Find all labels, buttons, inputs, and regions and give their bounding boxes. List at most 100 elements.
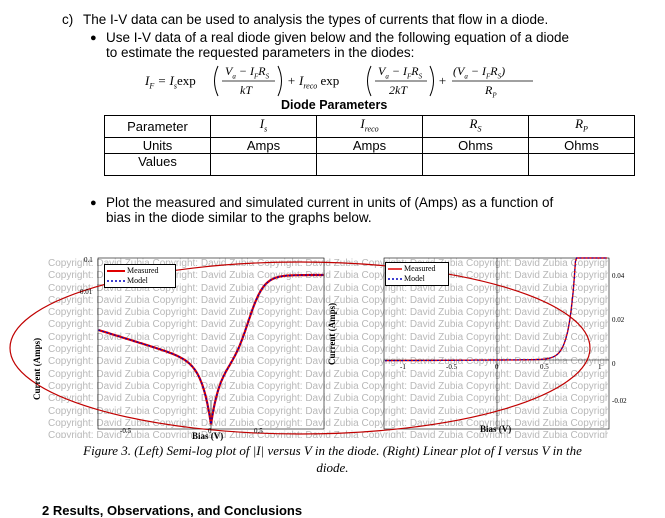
- eq-frac1-va-sub: a: [232, 72, 236, 81]
- watermark-text: Copyright: David Zubia Copyright: David …: [48, 344, 608, 356]
- figure-area: Copyright: David Zubia Copyright: David …: [0, 240, 665, 440]
- eq-frac1-den: kT: [240, 83, 252, 97]
- eq-plus1: + I: [287, 73, 304, 88]
- right-xtick: 0.5: [540, 363, 549, 371]
- table-row: Units Amps Amps Ohms Ohms: [104, 136, 635, 154]
- eq-exp1: exp: [176, 73, 196, 88]
- bullet-icon: ●: [90, 32, 97, 44]
- bullet1-line1: Use I-V data of a real diode given below…: [106, 30, 570, 45]
- eq-frac2-rs-sub: S: [418, 72, 423, 81]
- eq-frac3-va: V: [457, 64, 465, 78]
- legend-measured: Measured: [107, 266, 173, 276]
- annotation-ellipse: [9, 261, 591, 435]
- watermark-text: Copyright: David Zubia Copyright: David …: [48, 307, 608, 319]
- value-cell[interactable]: [210, 152, 317, 176]
- eq-exp2: exp: [320, 73, 340, 88]
- param-is-letter: I: [259, 116, 265, 131]
- eq-frac1-minus: − I: [235, 64, 254, 78]
- eq-frac2-rs: R: [411, 64, 419, 78]
- right-plot-frame: [383, 257, 610, 430]
- diode-equation: IF = Isexp Va − IFRS kT + Ireco exp Va −…: [145, 62, 545, 100]
- param-rs-letter: R: [469, 116, 478, 131]
- left-xtick: 0: [208, 427, 212, 435]
- eq-frac2-den: 2kT: [389, 83, 407, 97]
- eq-frac1-rs: R: [258, 64, 266, 78]
- watermark-text: Copyright: David Zubia Copyright: David …: [48, 368, 608, 380]
- eq-frac2-va: V: [378, 64, 386, 78]
- right-xtick: 0: [495, 363, 499, 371]
- left-legend: Measured Model: [104, 264, 176, 288]
- watermark-text: Copyright: David Zubia Copyright: David …: [48, 294, 608, 306]
- eq-equals: = I: [157, 73, 174, 88]
- left-ytick: 0.01: [80, 288, 93, 296]
- figure-caption-line1: Figure 3. (Left) Semi-log plot of |I| ve…: [83, 443, 582, 458]
- eq-frac2-minus: − I: [388, 64, 407, 78]
- legend-model: Model: [388, 274, 446, 284]
- eq-is-sub: s: [173, 81, 177, 91]
- item-c-text: The I-V data can be used to analysis the…: [83, 12, 549, 27]
- eq-frac1-if-sub: F: [253, 72, 259, 81]
- param-ireco-letter: I: [360, 116, 365, 131]
- right-xtick: -0.5: [446, 363, 458, 371]
- figure-plots: [9, 257, 610, 435]
- legend-model: Model: [107, 276, 173, 286]
- left-ytick: 0.1: [84, 256, 93, 264]
- unit-cell: Amps: [210, 136, 317, 154]
- watermark-text: Copyright: David Zubia Copyright: David …: [48, 393, 608, 405]
- legend-measured-label: Measured: [127, 266, 159, 275]
- bullet2-line1: Plot the measured and simulated current …: [106, 195, 554, 210]
- right-legend: Measured Model: [385, 262, 449, 286]
- left-ylabel: Current (Amps): [32, 337, 42, 400]
- parameters-table: Parameter Is Ireco RS RP Units Amps Amps…: [104, 115, 635, 176]
- param-rp-letter: R: [575, 116, 584, 131]
- row-label-units: Units: [104, 136, 211, 154]
- param-ireco: Ireco: [316, 115, 423, 138]
- watermark-text: Copyright: David Zubia Copyright: David …: [48, 356, 608, 368]
- right-ytick: 0.02: [612, 316, 625, 324]
- bullet2-line2: bias in the diode similar to the graphs …: [106, 210, 372, 225]
- left-model-curve: [98, 274, 324, 425]
- figure-caption-line2: diode.: [316, 460, 349, 475]
- eq-frac1-va: V: [225, 64, 233, 78]
- watermark-text: Copyright: David Zubia Copyright: David …: [48, 405, 608, 417]
- eq-frac2-if-sub: F: [406, 72, 412, 81]
- right-ylabel: Current (Amps): [327, 302, 337, 365]
- param-rs-sub: S: [477, 124, 482, 134]
- eq-frac3-rs: R: [490, 64, 498, 78]
- row-label-values: Values: [104, 152, 211, 176]
- eq-frac3-va-sub: a: [464, 72, 468, 81]
- param-is: Is: [210, 115, 317, 138]
- watermark-text: Copyright: David Zubia Copyright: David …: [48, 319, 608, 331]
- unit-cell: Ohms: [422, 136, 529, 154]
- eq-frac2-va-sub: a: [385, 72, 389, 81]
- left-xlabel: Bias (V): [192, 431, 224, 441]
- value-cell[interactable]: [422, 152, 529, 176]
- watermark-text: Copyright: David Zubia Copyright: David …: [48, 258, 608, 269]
- eq-frac3-minus: − I: [467, 64, 486, 78]
- row-label-parameter: Parameter: [104, 115, 211, 138]
- right-model-curve: [385, 257, 607, 362]
- section-heading: 2 Results, Observations, and Conclusions: [42, 503, 303, 518]
- left-xtick: 0.5: [254, 427, 263, 435]
- eq-frac3-den-sub: P: [492, 91, 497, 100]
- legend-model-label: Model: [404, 274, 425, 283]
- watermark-text: Copyright: David Zubia Copyright: David …: [48, 331, 608, 343]
- value-cell[interactable]: [528, 152, 635, 176]
- watermark-text: Copyright: David Zubia Copyright: David …: [48, 270, 608, 282]
- eq-lhs-sub: F: [149, 81, 155, 91]
- watermark-text: Copyright: David Zubia Copyright: David …: [48, 282, 608, 294]
- param-rp: RP: [528, 115, 635, 138]
- param-rs: RS: [422, 115, 529, 138]
- eq-frac3-if-sub: F: [485, 72, 491, 81]
- watermark-text: Copyright: David Zubia Copyright: David …: [48, 417, 608, 429]
- table-title: Diode Parameters: [281, 98, 388, 112]
- eq-frac3-rs-sub: S: [497, 72, 502, 81]
- table-row: Values: [104, 152, 635, 176]
- item-c-label: c): [62, 12, 74, 27]
- value-cell[interactable]: [316, 152, 423, 176]
- right-ytick: 0: [612, 360, 616, 368]
- eq-frac1-rs-sub: S: [265, 72, 270, 81]
- table-row: Parameter Is Ireco RS RP: [104, 115, 635, 138]
- watermark-layer: Copyright: David Zubia Copyright: David …: [48, 258, 608, 438]
- equation-parens: [214, 65, 533, 97]
